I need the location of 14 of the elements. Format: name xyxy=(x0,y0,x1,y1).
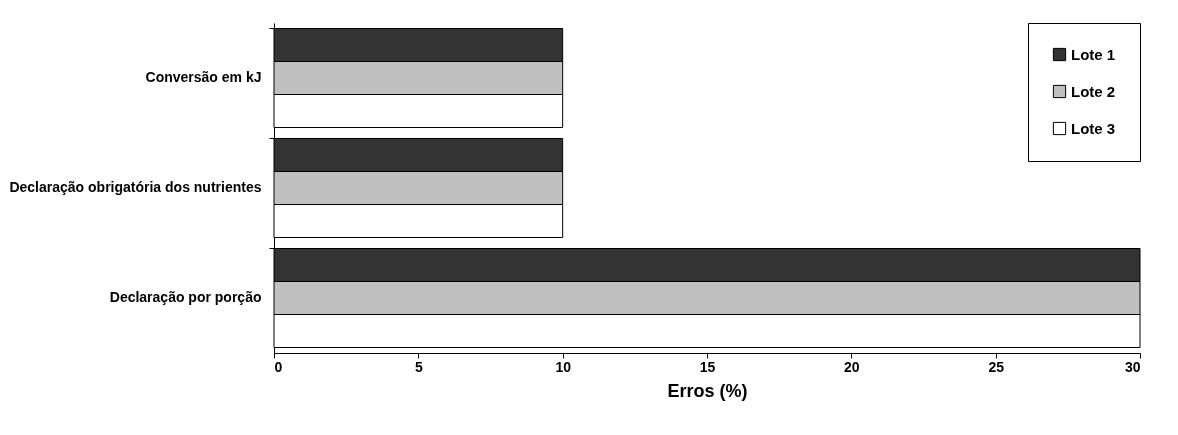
x-tick-label: 20 xyxy=(844,358,860,375)
legend-label: Lote 3 xyxy=(1071,119,1116,137)
x-tick-label: 0 xyxy=(274,358,283,375)
x-tick-label: 5 xyxy=(414,358,423,375)
x-tick-label: 30 xyxy=(1124,358,1141,375)
x-tick-label: 25 xyxy=(988,358,1005,375)
x-tick-label: 15 xyxy=(699,358,716,375)
y-tick-label: Conversão em kJ xyxy=(145,69,262,85)
y-tick-label: Declaração obrigatória dos nutrientes xyxy=(9,179,262,195)
legend-label: Lote 1 xyxy=(1071,45,1116,63)
legend-label: Lote 2 xyxy=(1071,82,1116,100)
y-tick-label: Declaração por porção xyxy=(109,289,262,305)
x-tick-label: 10 xyxy=(555,358,572,375)
x-axis-title: Erros (%) xyxy=(667,380,748,401)
